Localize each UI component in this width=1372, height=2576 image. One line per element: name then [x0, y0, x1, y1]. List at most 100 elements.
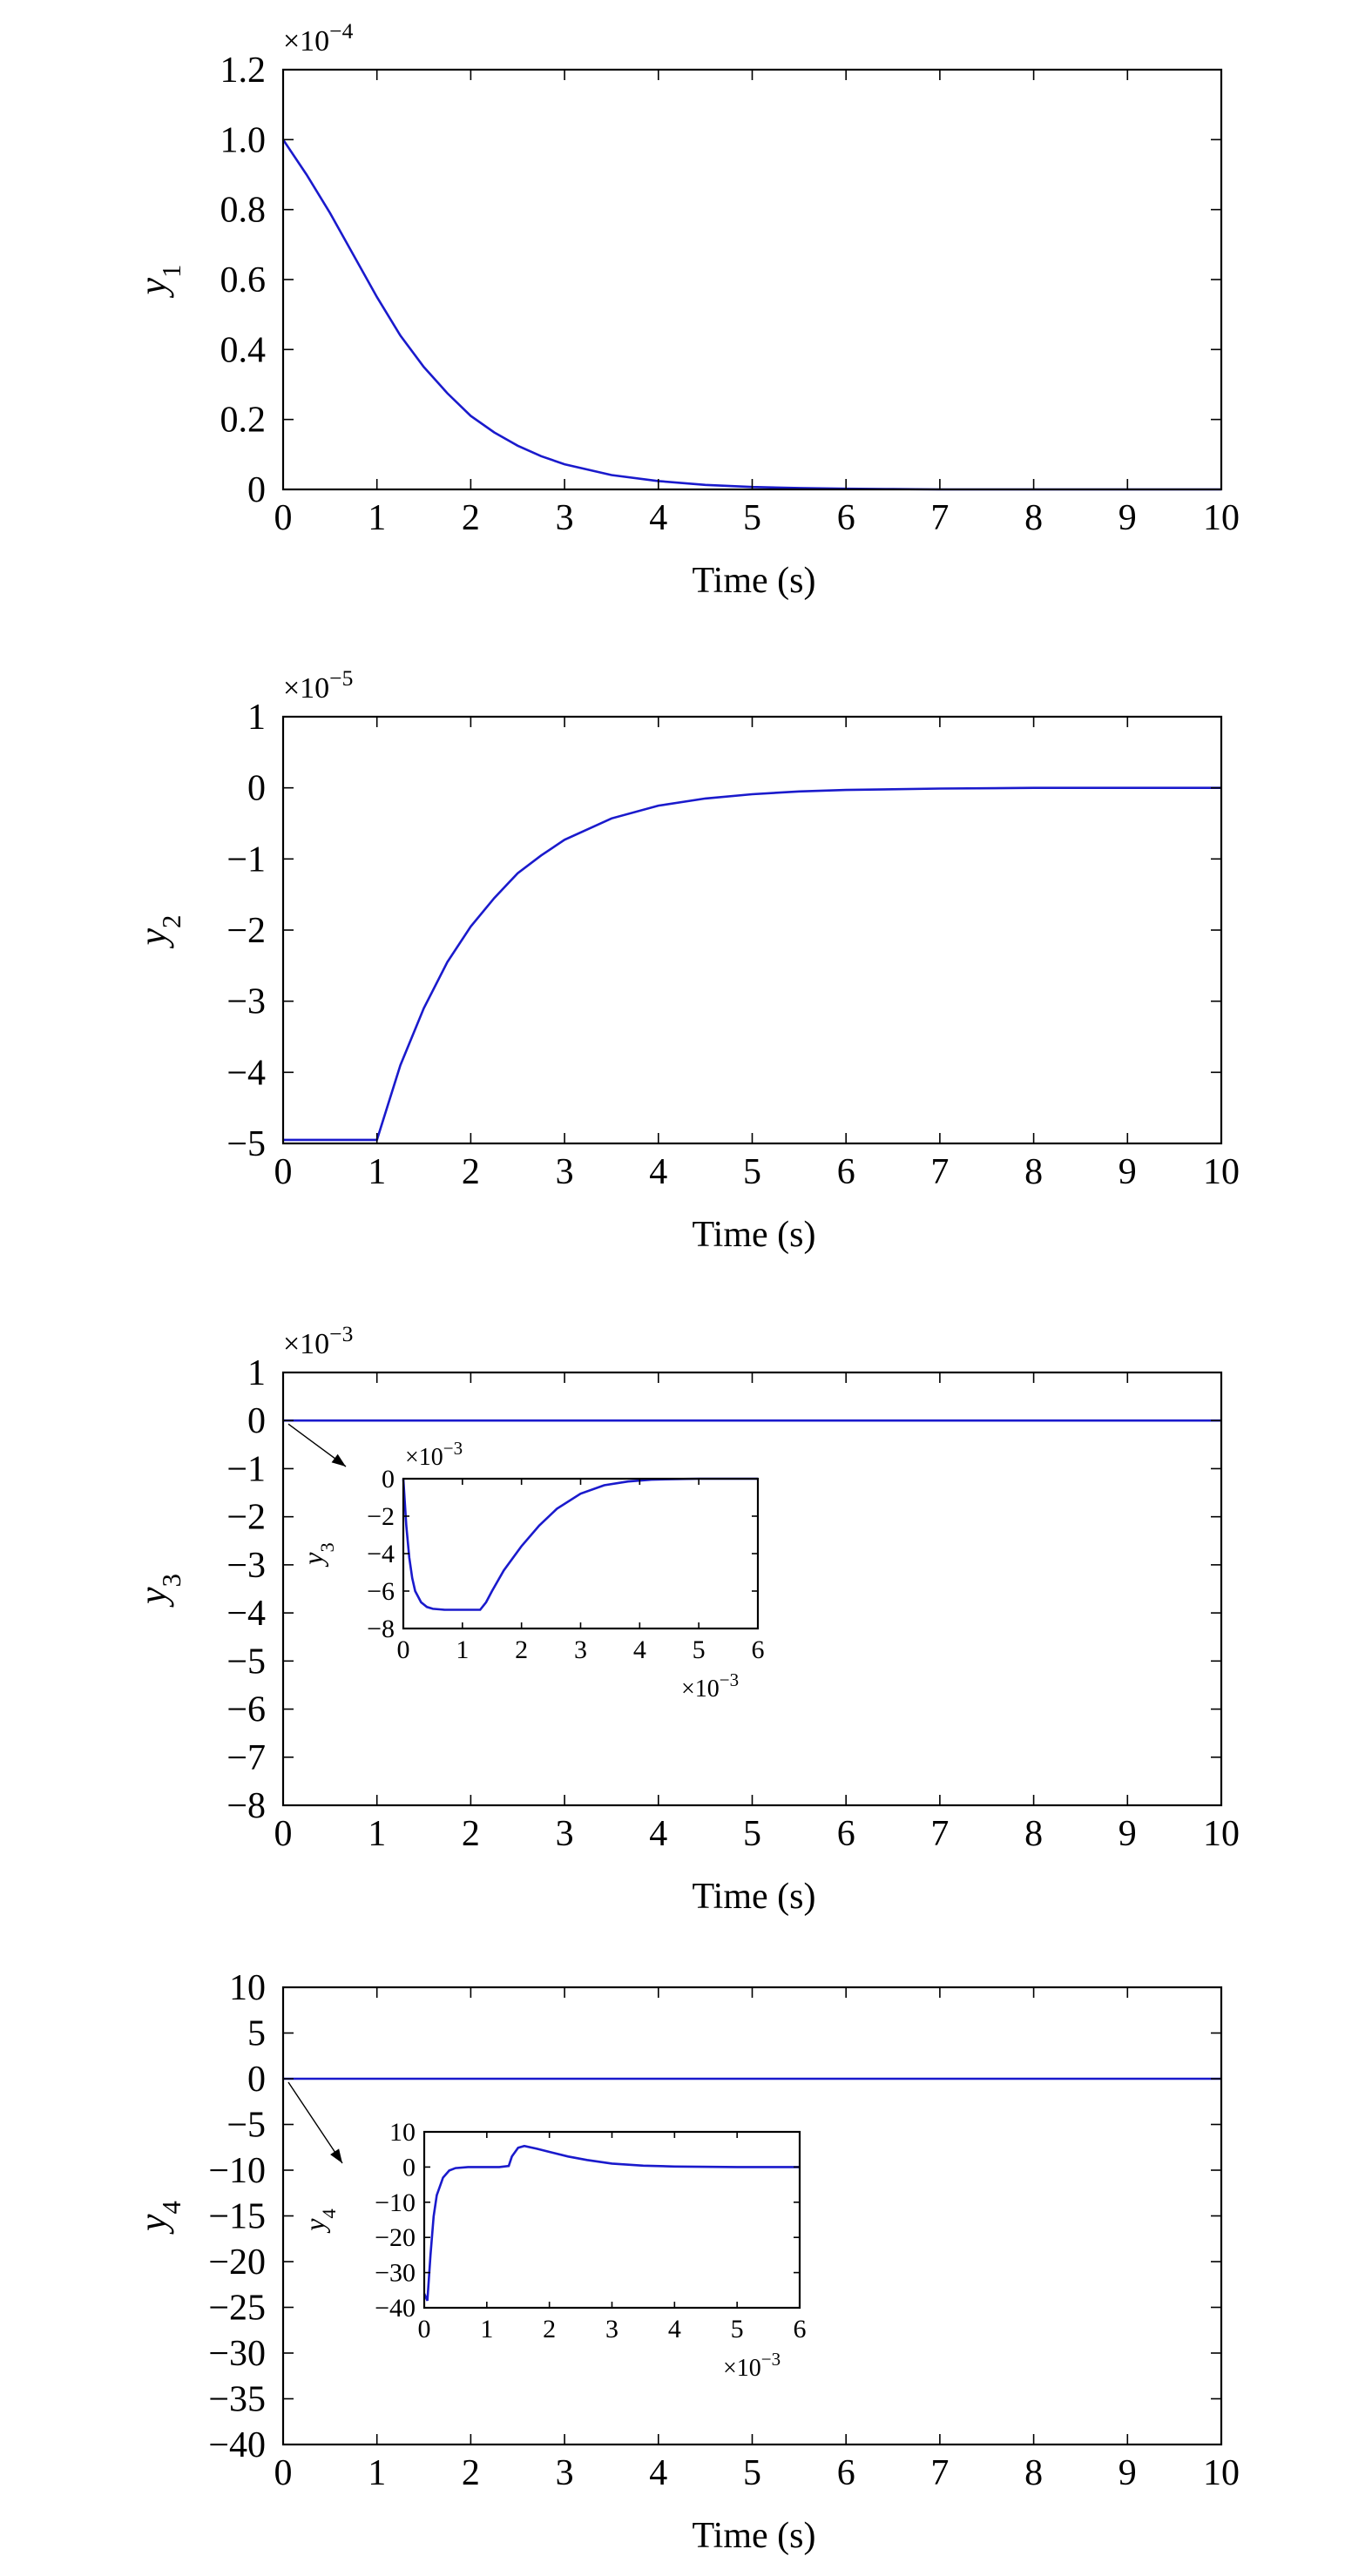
y-multiplier: ×10−5: [283, 665, 353, 705]
inset-y-axis-label-subscript: 3: [316, 1542, 338, 1552]
x-tick-label: 0: [274, 2453, 293, 2493]
x-tick-label: 5: [743, 1152, 761, 1192]
chart-panel-1: 0 1 2 3 4 5 6 7 8 9 10 0 0.2 0.4 0.6 0.8 1.0 1.2 Time (s) y…: [132, 18, 1240, 602]
y-tick-label: 0.6: [220, 260, 267, 300]
y-tick-label: −4: [226, 1594, 266, 1634]
ticks: [282, 1986, 1222, 2445]
y-axis-label-base: y: [132, 2214, 174, 2235]
y-multiplier-exponent: −5: [329, 665, 353, 691]
x-tick-label: 9: [1119, 498, 1137, 538]
y-tick-label: 10: [229, 1968, 266, 2008]
x-tick-label: 9: [1119, 1814, 1137, 1854]
y-axis-label-base: y: [132, 927, 174, 948]
inset-series-line-1: [422, 2144, 800, 2302]
inset-x-tick-label: 0: [397, 1635, 410, 1664]
inset-x-tick-label: 4: [633, 1635, 646, 1664]
inset-x-multiplier: ×10−3: [681, 1669, 739, 1703]
x-tick-label: 4: [649, 498, 667, 538]
y-tick-label: 0: [247, 1401, 266, 1441]
y-multiplier-base: ×10: [283, 1328, 329, 1360]
x-axis-label: Time (s): [693, 1877, 816, 1917]
inset-y-axis-label-base: y: [297, 1552, 328, 1568]
x-tick-label: 2: [462, 2453, 480, 2493]
x-tick-label: 5: [743, 2453, 761, 2493]
y-tick-label: −5: [226, 2106, 266, 2146]
inset-y-tick-label: 0: [382, 1465, 395, 1494]
x-tick-label: 8: [1024, 2453, 1043, 2493]
y-tick-label: −30: [208, 2334, 266, 2374]
y-multiplier: ×10−3: [283, 1321, 353, 1361]
y-tick-label: 1.2: [220, 51, 267, 91]
y-tick-label: 0.8: [220, 191, 267, 231]
inset-y-tick-label: −40: [375, 2294, 416, 2323]
ticks: [282, 716, 1222, 1144]
inset-ticks: [402, 1478, 759, 1629]
inset-y-tick-label: −4: [367, 1540, 395, 1568]
series-line-1: [283, 786, 1221, 1142]
inset-x-tick-label: 6: [794, 2315, 807, 2343]
x-tick-label: 3: [556, 1152, 574, 1192]
inset-y-tick-label: 10: [389, 2118, 416, 2147]
y-tick-label: −4: [226, 1053, 266, 1093]
inset-x-tick-label: 6: [752, 1635, 765, 1664]
x-tick-label: 10: [1203, 2453, 1240, 2493]
inset-x-tick-label: 3: [574, 1635, 587, 1664]
x-tick-label: 5: [743, 498, 761, 538]
inset-x-tick-label: 2: [543, 2315, 556, 2343]
inset-background: [424, 2132, 800, 2308]
ticks: [282, 69, 1222, 490]
inset-series-group: [422, 2144, 800, 2302]
series-line-1: [281, 138, 1221, 491]
inset-y-tick-label: −2: [367, 1502, 395, 1531]
y-tick-label: 0: [247, 470, 266, 510]
y-multiplier-exponent: −4: [329, 18, 353, 44]
inset-x-multiplier-exponent: −3: [720, 1669, 739, 1690]
plot-frame: [281, 68, 1223, 491]
y-tick-label: −20: [208, 2242, 266, 2283]
inset-ticks: [423, 2131, 801, 2309]
x-tick-label: 2: [462, 498, 480, 538]
x-tick-label: 3: [556, 1814, 574, 1854]
y-axis-label-subscript: 1: [157, 265, 186, 278]
y-tick-label: 0: [247, 2060, 266, 2100]
inset-x-tick-label: 3: [605, 2315, 618, 2343]
y-tick-label: −3: [226, 982, 266, 1022]
inset-series-group: [402, 1477, 758, 1611]
y-tick-label: −8: [226, 1786, 266, 1826]
inset-y-tick-label: −10: [375, 2188, 416, 2217]
y-tick-label: −35: [208, 2380, 266, 2420]
inset-pointer-arrowhead: [330, 2148, 342, 2163]
y-tick-label: 0: [247, 769, 266, 809]
inset-pointer-arrow: [287, 2081, 343, 2164]
x-tick-label: 6: [837, 2453, 855, 2493]
y-axis-label-subscript: 2: [157, 915, 186, 928]
inset-x-tick-label: 2: [515, 1635, 528, 1664]
y-tick-label: 1.0: [220, 120, 267, 160]
x-tick-label: 2: [462, 1814, 480, 1854]
inset-y-multiplier: ×10−3: [405, 1438, 463, 1471]
x-tick-label: 7: [930, 1814, 949, 1854]
chart-panel-4: 0 1 2 3 4 5 6 7 8 9 10−40−35−30−25−20−15−10−50510T…: [132, 1968, 1240, 2556]
inset-pointer-arrowhead: [331, 1453, 346, 1467]
inset-y-tick-label: −20: [375, 2223, 416, 2252]
y-tick-label: −40: [208, 2425, 266, 2465]
ticks: [282, 1372, 1222, 1806]
y-tick-label: 1: [247, 698, 266, 738]
y-tick-label: −2: [226, 911, 266, 951]
x-tick-label: 3: [556, 498, 574, 538]
x-axis-label: Time (s): [693, 2516, 816, 2556]
plot-frame: [281, 715, 1223, 1145]
x-tick-label: 1: [368, 498, 386, 538]
y-axis-label: y4: [132, 2201, 186, 2235]
inset-x-multiplier: ×10−3: [723, 2349, 781, 2382]
y-axis-label-base: y: [132, 277, 174, 298]
y-axis-label: y1: [132, 265, 186, 299]
inset-x-multiplier-base: ×10: [723, 2355, 761, 2382]
y-axis-label-subscript: 3: [157, 1574, 186, 1587]
x-tick-label: 6: [837, 1152, 855, 1192]
x-tick-label: 3: [556, 2453, 574, 2493]
y-tick-label: −2: [226, 1498, 266, 1538]
inset-y-axis-label: y3: [297, 1542, 338, 1567]
